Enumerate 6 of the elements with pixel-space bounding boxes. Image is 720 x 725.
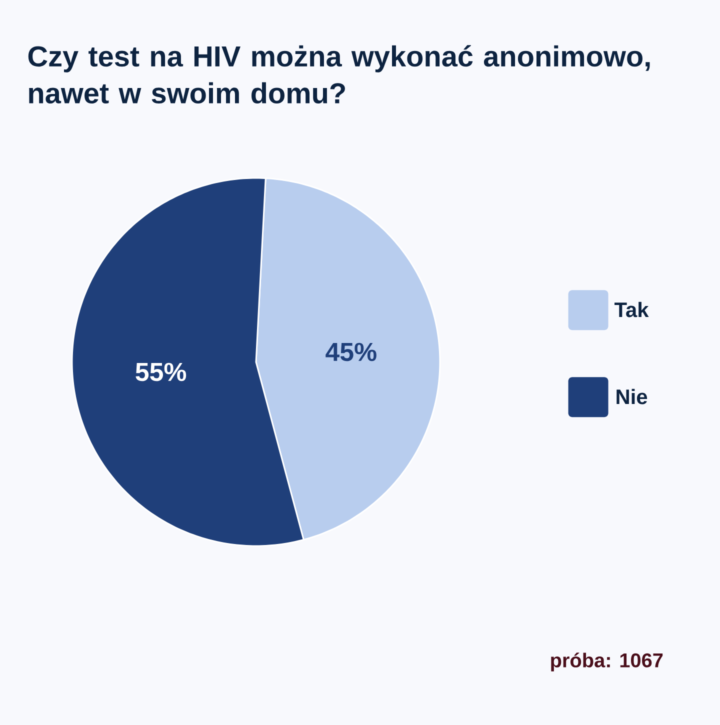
chart-title: Czy test na HIV można wykonać anonimowo, nawet w swoim domu? (28, 45, 650, 104)
legend-label: Nie (616, 388, 648, 404)
data-label: 45% (326, 342, 376, 362)
legend-label: Tak (614, 302, 649, 318)
data-label: 55% (136, 362, 186, 382)
text: próba: 1067 (551, 652, 663, 672)
